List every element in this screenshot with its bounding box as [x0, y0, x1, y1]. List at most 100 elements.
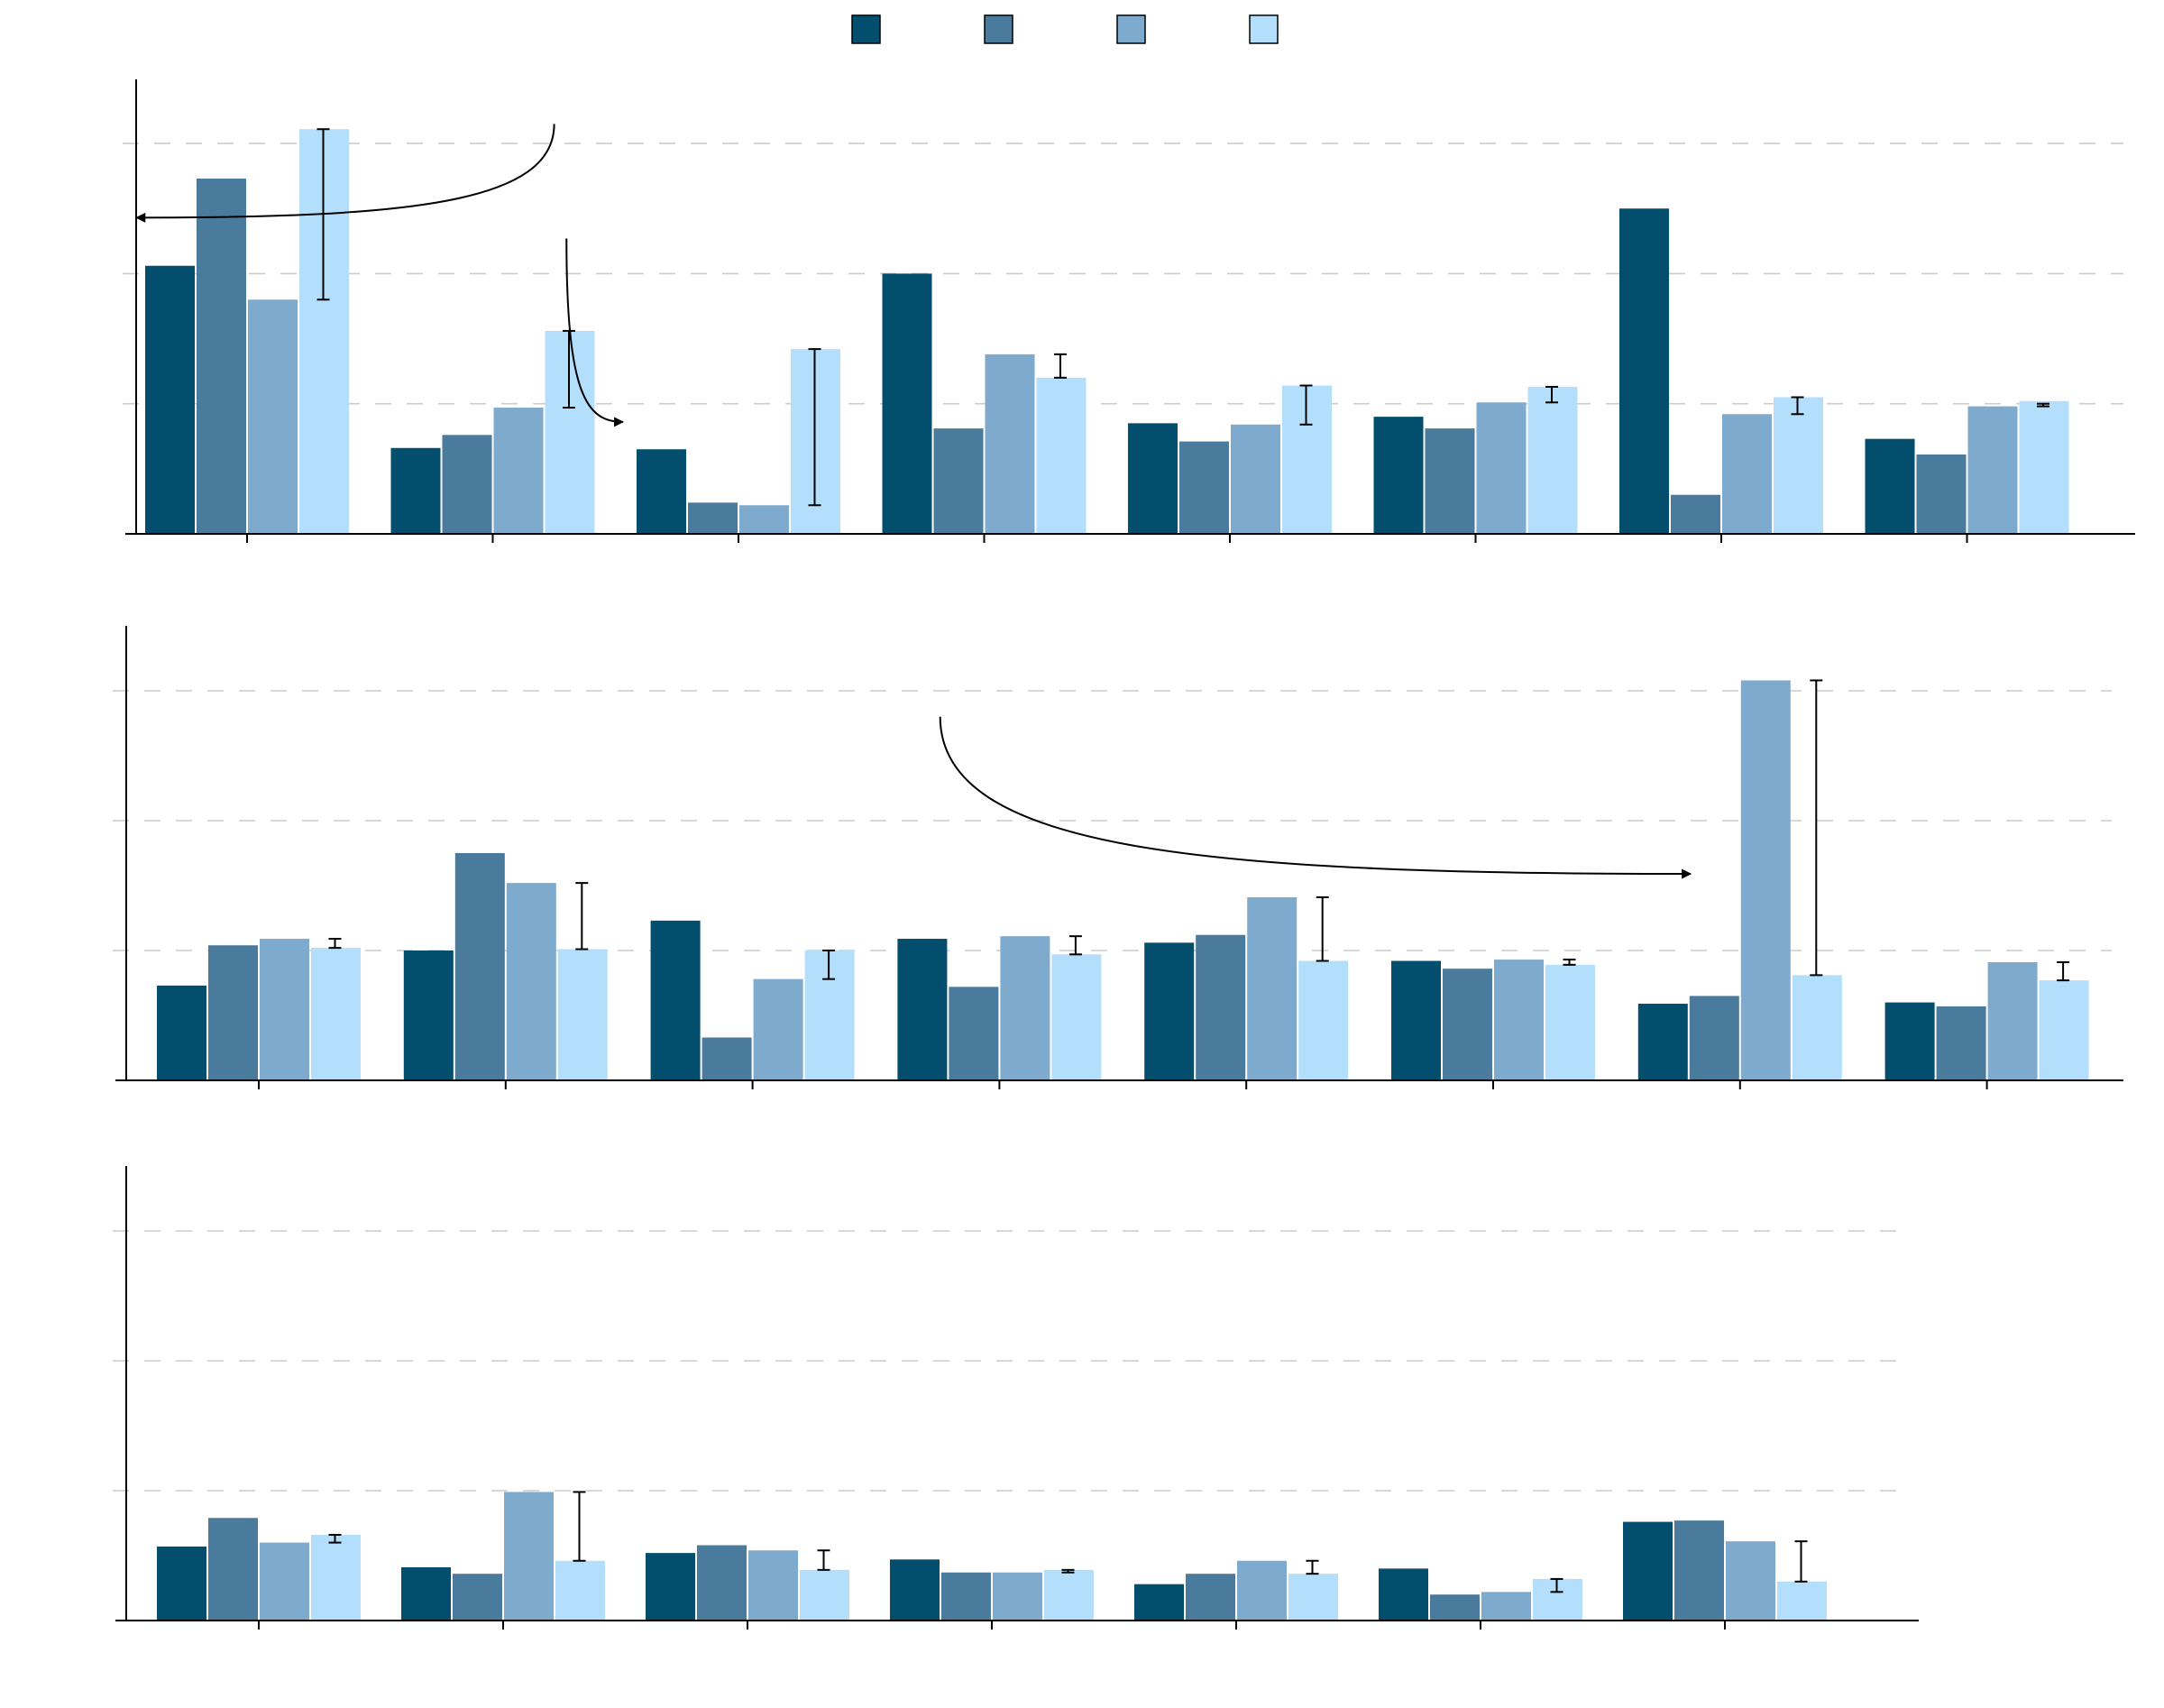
- bar: [557, 949, 608, 1080]
- bar: [260, 1542, 309, 1621]
- legend-entry: [1116, 14, 1146, 44]
- bar: [157, 985, 206, 1080]
- error-bar: [808, 348, 821, 507]
- bar: [890, 1559, 940, 1621]
- bar: [933, 428, 984, 534]
- bar: [493, 408, 544, 534]
- error-bar: [573, 1491, 586, 1562]
- error-bar: [1068, 935, 1082, 956]
- annotation-arrow: [135, 124, 555, 223]
- error-bar: [1550, 1577, 1563, 1593]
- bar: [701, 1037, 752, 1080]
- error-bar: [817, 1549, 830, 1571]
- bar: [753, 978, 803, 1080]
- bar: [208, 945, 258, 1080]
- bar: [1036, 377, 1087, 534]
- error-bar: [575, 882, 589, 950]
- bar: [882, 273, 932, 534]
- bar: [145, 265, 195, 534]
- bar: [403, 950, 454, 1080]
- bar: [697, 1545, 747, 1621]
- bar: [1134, 1584, 1184, 1621]
- bar: [1987, 961, 2038, 1080]
- error-bar: [1061, 1568, 1075, 1574]
- annotation-arrow: [939, 716, 1692, 879]
- bar: [985, 354, 1035, 534]
- legend-entry: [1249, 14, 1279, 44]
- error-bar: [822, 950, 836, 980]
- bar: [311, 948, 361, 1080]
- chart-panel-2: [113, 626, 2123, 1089]
- bar: [739, 505, 789, 534]
- legend-entry: [984, 14, 1013, 44]
- legend-entry: [851, 14, 881, 44]
- legend-swatch: [851, 14, 881, 44]
- bar: [1481, 1592, 1531, 1621]
- bar: [454, 853, 505, 1080]
- bar: [1740, 680, 1791, 1080]
- bar: [1443, 969, 1492, 1080]
- bar: [941, 1572, 991, 1621]
- bar: [637, 449, 686, 534]
- bar: [401, 1566, 451, 1621]
- bar: [800, 1569, 849, 1621]
- legend: [851, 14, 1279, 44]
- bar: [442, 435, 492, 534]
- bar: [1425, 428, 1475, 534]
- bar: [1186, 1574, 1235, 1621]
- bar: [1774, 397, 1823, 534]
- legend-swatch: [1116, 14, 1146, 44]
- bar: [1373, 417, 1424, 534]
- bar: [1430, 1594, 1480, 1621]
- bar: [1379, 1568, 1428, 1621]
- bar: [1144, 942, 1195, 1080]
- bar: [1936, 1006, 1986, 1080]
- bar: [1527, 386, 1578, 534]
- error-bar: [328, 1533, 342, 1544]
- bar: [208, 1518, 258, 1621]
- error-bar: [1791, 396, 1804, 416]
- error-bar: [1054, 353, 1067, 379]
- bar: [1726, 1541, 1775, 1621]
- bar: [1298, 960, 1349, 1080]
- bar: [1044, 1569, 1094, 1621]
- bar: [1689, 996, 1739, 1080]
- bar: [1179, 441, 1229, 534]
- legend-swatch: [984, 14, 1013, 44]
- bar: [748, 1550, 798, 1621]
- bar: [1231, 424, 1280, 534]
- bar: [311, 1534, 361, 1621]
- bar: [1792, 975, 1842, 1080]
- bar: [650, 920, 701, 1080]
- annotation-arrow: [565, 238, 625, 427]
- chart-panel-3: [113, 1166, 1919, 1630]
- error-bar: [2057, 960, 2070, 982]
- bar: [1288, 1574, 1338, 1621]
- bar: [1476, 402, 1527, 534]
- legend-swatch: [1249, 14, 1279, 44]
- bar: [1000, 936, 1050, 1080]
- error-bar: [2037, 402, 2049, 408]
- bar: [1128, 423, 1178, 534]
- bar: [2039, 980, 2089, 1080]
- bar: [506, 883, 556, 1080]
- bar: [1623, 1521, 1673, 1621]
- bar: [1494, 960, 1544, 1080]
- bar: [1916, 454, 1967, 534]
- bar: [949, 987, 999, 1080]
- error-bar: [1545, 385, 1558, 404]
- error-bar: [1299, 384, 1313, 426]
- bar: [504, 1492, 554, 1621]
- bar: [1967, 406, 2018, 534]
- bar: [1671, 494, 1720, 534]
- chart-panel-1: [123, 79, 2135, 543]
- bar: [1619, 208, 1669, 534]
- bar: [390, 447, 441, 534]
- bar: [248, 299, 298, 534]
- error-bar: [1810, 679, 1823, 977]
- bar: [1247, 896, 1297, 1080]
- bar: [1196, 934, 1246, 1080]
- error-bar: [1316, 895, 1329, 962]
- bar: [646, 1553, 695, 1621]
